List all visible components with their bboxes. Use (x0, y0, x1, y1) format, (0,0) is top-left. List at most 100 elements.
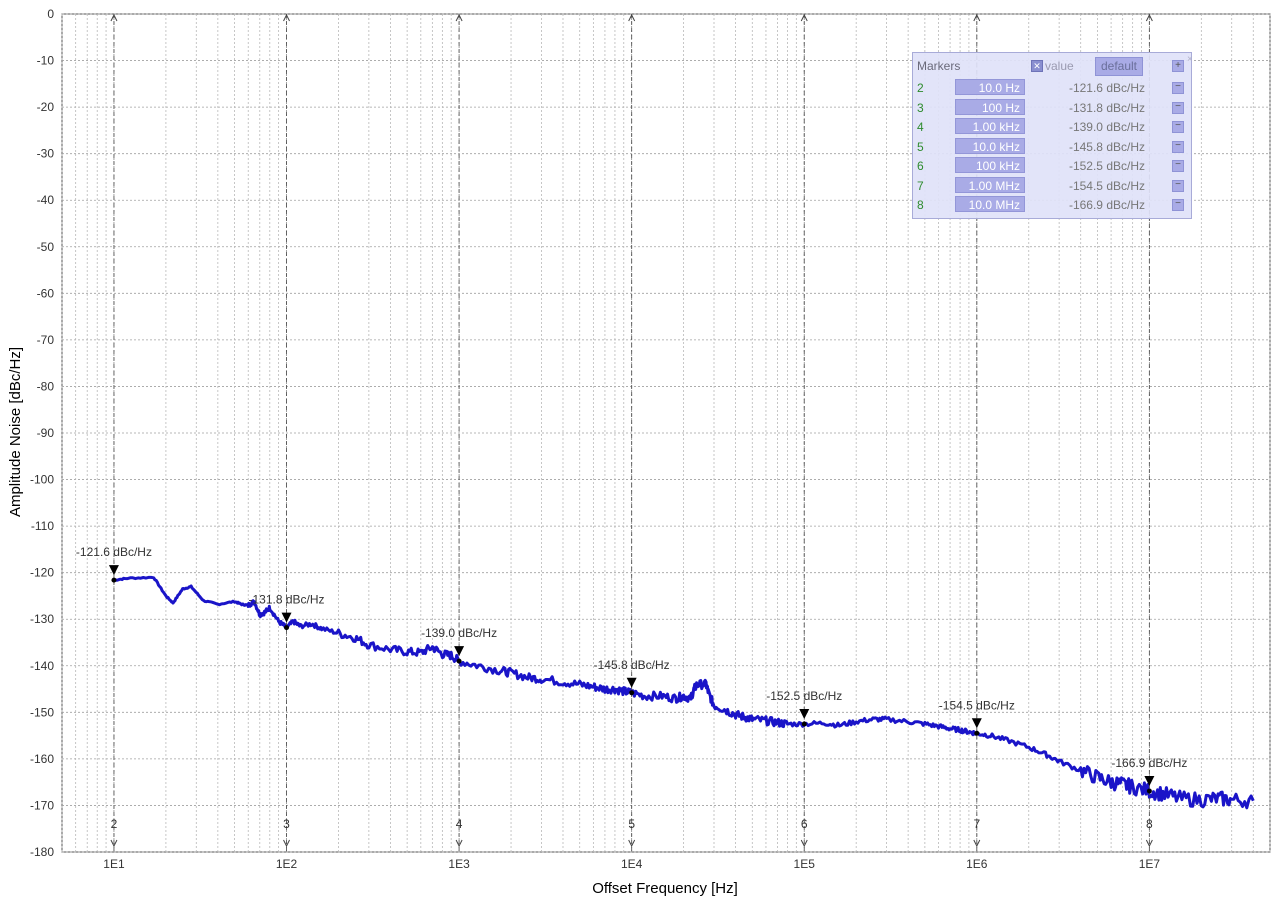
marker-8-point (1146, 788, 1152, 794)
y-tick-label: -140 (30, 659, 54, 673)
marker-3-top-arrow (283, 13, 290, 22)
markers-panel[interactable]: Markers ✕ value default + × 2 10.0 Hz -121… (912, 52, 1193, 219)
y-tick-label: -180 (30, 845, 54, 859)
marker-6-value-label: -152.5 dBc/Hz (766, 689, 842, 703)
y-tick-label: -50 (37, 240, 55, 254)
marker-row-id: 6 (917, 159, 924, 173)
remove-marker-button[interactable]: − (1172, 160, 1184, 172)
marker-row-value: -131.8 dBc/Hz (1068, 100, 1145, 115)
y-tick-label: 0 (47, 7, 54, 21)
marker-7-point (974, 730, 980, 736)
marker-2-number: 2 (111, 817, 118, 831)
remove-marker-button[interactable]: − (1172, 140, 1184, 153)
series-layer (113, 575, 1255, 810)
y-tick-label: -30 (37, 147, 55, 161)
marker-row-frequency-input[interactable]: 10.0 Hz (955, 79, 1025, 95)
marker-row-id: 7 (917, 178, 924, 193)
marker-row-value: -152.5 dBc/Hz (1068, 159, 1145, 173)
marker-6-top-arrow (800, 13, 808, 22)
marker-row-id: 3 (917, 100, 924, 115)
marker-row-value: -166.9 dBc/Hz (1068, 198, 1145, 212)
marker-3-bottom-arrow (283, 839, 290, 848)
y-tick-label: -80 (37, 379, 55, 393)
marker-5-top-arrow (628, 13, 636, 22)
marker-row-frequency-input[interactable]: 10.0 MHz (955, 196, 1025, 212)
marker-7-value-label: -154.5 dBc/Hz (939, 698, 1015, 712)
x-axis-ticks: 1E1 1E2 1E3 1E4 1E5 1E6 1E7 (103, 857, 1160, 871)
x-axis-title: Offset Frequency [Hz] (592, 880, 738, 897)
x-tick-label: 1E7 (1139, 857, 1161, 871)
y-tick-label: -40 (37, 193, 55, 207)
marker-3-value-label: -131.8 dBc/Hz (248, 593, 324, 607)
marker-5-value-label: -145.8 dBc/Hz (594, 658, 670, 672)
marker-2-point (111, 577, 117, 583)
marker-row-frequency-input[interactable]: 100 kHz (955, 157, 1025, 173)
marker-5-bottom-arrow (628, 839, 636, 848)
y-tick-label: -170 (30, 798, 54, 812)
marker-row-value: -154.5 dBc/Hz (1068, 178, 1145, 193)
marker-row-id: 4 (917, 120, 924, 134)
remove-marker-button[interactable]: − (1172, 179, 1184, 192)
marker-row-value: -139.0 dBc/Hz (1068, 120, 1145, 134)
default-button[interactable]: default (1095, 57, 1143, 76)
marker-7-number: 7 (973, 817, 980, 831)
x-tick-label: 1E1 (103, 857, 125, 871)
marker-4-bottom-arrow (455, 839, 463, 848)
marker-row: 5 10.0 kHz -145.8 dBc/Hz − (917, 137, 1189, 156)
marker-row-id: 8 (917, 198, 924, 212)
x-tick-label: 1E4 (621, 857, 643, 871)
marker-6-triangle (799, 708, 810, 719)
marker-2-value-label: -121.6 dBc/Hz (76, 545, 152, 559)
marker-row: 6 100 kHz -152.5 dBc/Hz − (917, 157, 1189, 175)
markers-panel-title: Markers (917, 59, 961, 73)
y-tick-label: -10 (37, 54, 55, 68)
marker-row-frequency-input[interactable]: 100 Hz (955, 98, 1025, 115)
marker-4-top-arrow (455, 13, 463, 22)
close-icon[interactable]: × (1187, 54, 1193, 65)
marker-row: 8 10.0 MHz -166.9 dBc/Hz − (917, 196, 1189, 214)
x-tick-label: 1E2 (276, 857, 298, 871)
marker-3-point (284, 625, 290, 631)
y-tick-label: -120 (30, 566, 54, 580)
marker-row-frequency-input[interactable]: 10.0 kHz (955, 137, 1025, 154)
add-marker-button[interactable]: + (1172, 60, 1184, 72)
marker-2-triangle (108, 565, 119, 576)
remove-marker-button[interactable]: − (1172, 82, 1184, 94)
marker-5-triangle (626, 677, 637, 688)
marker-8-bottom-arrow (1145, 839, 1153, 848)
noise-trace-line (113, 575, 1255, 810)
y-tick-label: -90 (37, 426, 55, 440)
remove-marker-button[interactable]: − (1172, 121, 1184, 133)
marker-8-number: 8 (1146, 817, 1153, 831)
remove-marker-button[interactable]: − (1172, 199, 1184, 211)
marker-8-value-label: -166.9 dBc/Hz (1111, 756, 1187, 770)
markers-layer: 2 -121.6 dBc/Hz 3 -131.8 dBc/Hz 4 -139.0 dBc/… (76, 13, 1187, 852)
marker-5-number: 5 (628, 817, 635, 831)
marker-3-triangle (281, 612, 292, 623)
marker-row: 4 1.00 kHz -139.0 dBc/Hz − (917, 118, 1189, 136)
marker-row: 3 100 Hz -131.8 dBc/Hz − (917, 98, 1189, 117)
y-tick-label: -130 (30, 612, 54, 626)
marker-row-value: -121.6 dBc/Hz (1068, 81, 1145, 95)
y-tick-label: -100 (30, 473, 54, 487)
value-checkbox[interactable]: ✕ (1031, 60, 1043, 72)
marker-7-bottom-arrow (973, 839, 981, 848)
marker-3-number: 3 (283, 817, 290, 831)
y-axis-title: Amplitude Noise [dBc/Hz] (7, 347, 24, 517)
x-tick-label: 1E3 (448, 857, 470, 871)
marker-row: 2 10.0 Hz -121.6 dBc/Hz − (917, 79, 1189, 97)
markers-panel-header: Markers ✕ value default + × (917, 54, 1193, 76)
marker-4-value-label: -139.0 dBc/Hz (421, 626, 497, 640)
marker-row-frequency-input[interactable]: 1.00 kHz (955, 118, 1025, 134)
marker-6-number: 6 (801, 817, 808, 831)
marker-row-value: -145.8 dBc/Hz (1068, 139, 1145, 154)
grid (61, 13, 1271, 853)
marker-6-bottom-arrow (800, 839, 808, 848)
marker-row: 7 1.00 MHz -154.5 dBc/Hz − (917, 176, 1189, 195)
marker-row-frequency-input[interactable]: 1.00 MHz (955, 176, 1025, 193)
remove-marker-button[interactable]: − (1172, 101, 1184, 114)
y-axis-ticks: 0 -10 -20 -30 -40 -50 -60 -70 -80 -90 -100 -110 -120… (30, 7, 54, 859)
marker-8-triangle (1144, 776, 1155, 787)
marker-2-bottom-arrow (110, 839, 118, 848)
